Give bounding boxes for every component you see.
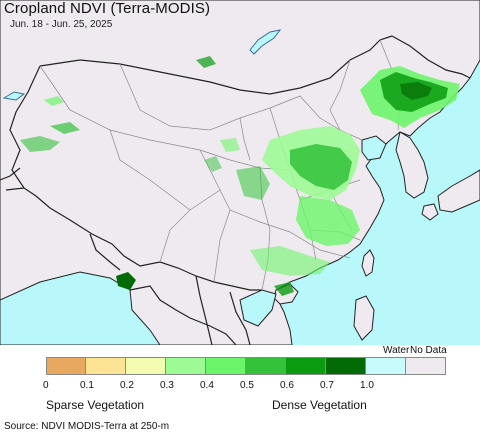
legend-tick-label: 0.3 [160,380,174,391]
legend-tick-label: 0.7 [320,380,334,391]
map-svg [0,0,480,345]
legend-swatch-ndvi-0.4-0.5 [206,357,246,375]
bay-of-bengal [0,271,161,345]
source-note: Source: NDVI MODIS-Terra at 250-m [4,421,170,432]
legend-swatch-water [366,357,406,375]
legend-swatch-ndvi-0.3-0.4 [166,357,206,375]
lake-baikal [249,29,282,55]
vegetation-overlay [20,56,460,296]
legend-water-label: Water [383,345,410,356]
bohai-sea [361,135,387,161]
legend-swatch-ndvi-0-0.1 [46,357,86,375]
legend-tick-label: 0 [43,380,49,391]
korea-peninsula [395,131,429,199]
legend-tick-label: 0.4 [200,380,214,391]
legend-swatch-ndvi-0.7-1.0 [326,357,366,375]
lake-balkhash [2,91,26,101]
legend-tick-label: 0.6 [280,380,294,391]
legend-swatch-ndvi-0.6-0.7 [286,357,326,375]
dense-vegetation-label: Dense Vegetation [272,398,367,412]
legend-swatches [46,357,446,377]
sparse-vegetation-label: Sparse Vegetation [46,398,145,412]
legend-tick-label: 0.1 [80,380,94,391]
legend-nodata-label: No Data [410,345,447,356]
legend-swatch-ndvi-0.1-0.2 [86,357,126,375]
taiwan [361,249,375,277]
philippines [353,295,375,341]
legend-swatch-ndvi-0.5-0.6 [246,357,286,375]
legend-tick-label: 0.5 [240,380,254,391]
japan-kyushu [421,203,439,221]
legend-tick-label: 1.0 [360,380,374,391]
legend-swatch-ndvi-0.2-0.3 [126,357,166,375]
date-range: Jun. 18 - Jun. 25, 2025 [10,19,113,30]
map-title: Cropland NDVI (Terra-MODIS) [4,0,211,17]
map-panel: Cropland NDVI (Terra-MODIS) Jun. 18 - Ju… [0,0,480,345]
japan-islands [437,169,480,213]
legend-tick-label: 0.2 [120,380,134,391]
national-borders [0,35,471,345]
legend-swatch-no-data [406,357,446,375]
